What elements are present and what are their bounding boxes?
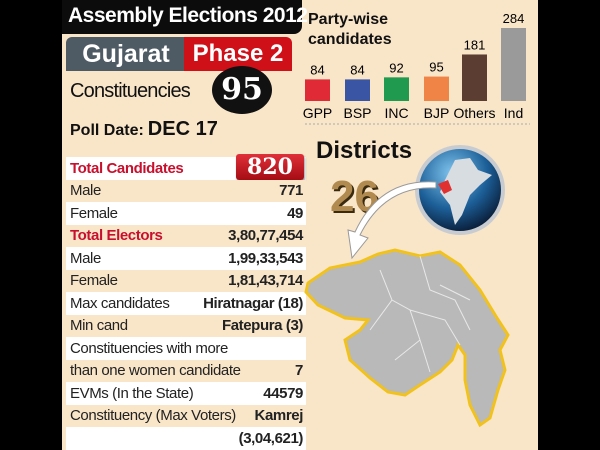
bar-category-label: BJP (424, 105, 450, 121)
stats-row: Female 49 (66, 202, 306, 225)
bar-others (462, 54, 487, 101)
bar-category-label: BSP (343, 105, 371, 121)
stats-row: Min cand Fatepura (3) (66, 314, 306, 337)
bar-value-label: 181 (464, 37, 486, 52)
bar-value-label: 284 (503, 11, 525, 26)
constituencies-label: Constituencies (70, 80, 191, 102)
stat-value: 3,80,77,454 (228, 227, 303, 245)
poll-date-value: DEC 17 (147, 118, 218, 140)
stats-row: Constituencies with more (66, 337, 306, 360)
stat-value: Kamrej (254, 407, 304, 425)
bar-gpp (305, 79, 330, 101)
stats-row: Max candidates Hiratnagar (18) (66, 292, 306, 315)
bar-value-label: 95 (429, 60, 443, 75)
stat-label: Female (70, 272, 118, 290)
stat-label: EVMs (In the State) (70, 384, 194, 402)
stats-row: EVMs (In the State) 44579 (66, 382, 306, 405)
stats-row: (3,04,621) (66, 427, 306, 450)
poll-date: Poll Date: DEC 17 (70, 118, 218, 141)
stat-value: 1,81,43,714 (228, 272, 303, 290)
stat-label: than one women candidate (70, 362, 241, 380)
districts-count: 26 (330, 172, 379, 221)
stats-table: Total Candidates 820 Male 771 Female 49 Total … (66, 154, 306, 450)
stat-label: Constituencies with more (70, 339, 228, 357)
stat-label: Female (70, 204, 118, 222)
stat-label: Total Electors (70, 227, 163, 245)
stat-value: 7 (295, 362, 303, 380)
stats-row: Female 1,81,43,714 (66, 269, 306, 292)
bar-inc (384, 77, 409, 101)
bar-category-label: INC (384, 105, 408, 121)
bar-bjp (424, 76, 449, 101)
stat-label: Constituency (Max Voters) (70, 407, 236, 425)
bar-value-label: 84 (310, 62, 324, 77)
stat-value: 49 (287, 204, 303, 222)
stat-label: Min cand (70, 317, 128, 335)
bar-bsp (345, 79, 370, 101)
stats-row: than one women candidate 7 (66, 359, 306, 382)
stats-row: Total Electors 3,80,77,454 (66, 224, 306, 247)
stats-row: Male 771 (66, 179, 306, 202)
districts-label: Districts (316, 137, 413, 164)
bar-value-label: 84 (350, 62, 364, 77)
stat-value: Fatepura (3) (221, 317, 303, 335)
poll-date-label: Poll Date: (70, 122, 144, 139)
stat-value: 1,99,33,543 (228, 249, 303, 267)
bar-ind (501, 28, 526, 101)
stat-value: 44579 (263, 384, 303, 402)
stat-value: (3,04,621) (238, 429, 304, 447)
state-label: Gujarat (66, 37, 186, 71)
bar-category-label: GPP (303, 105, 333, 121)
page-title: Assembly Elections 2012 (62, 0, 308, 34)
stats-row: Constituency (Max Voters) Kamrej (66, 404, 306, 427)
stats-row: Total Candidates 820 (66, 154, 306, 180)
bar-value-label: 92 (389, 60, 403, 75)
total-candidates-badge: 820 (236, 154, 304, 180)
phase-label: Phase 2 (184, 37, 292, 71)
stat-value: 771 (279, 182, 303, 200)
stat-value: Hiratnagar (18) (203, 294, 303, 312)
stat-label: Male (70, 182, 101, 200)
bar-category-label: Others (453, 105, 495, 121)
stat-label: Total Candidates (70, 159, 184, 177)
stat-label: Max candidates (70, 294, 170, 312)
bar-category-label: Ind (504, 105, 523, 121)
stat-label: Male (70, 249, 101, 267)
constituencies-count: 95 (212, 66, 272, 114)
party-bar-chart: 84 GPP 84 BSP 92 INC 95 BJP 181 Others 284 Ind (303, 11, 530, 125)
stats-row: Male 1,99,33,543 (66, 247, 306, 270)
chart-title: Party-wise candidates (308, 11, 392, 48)
